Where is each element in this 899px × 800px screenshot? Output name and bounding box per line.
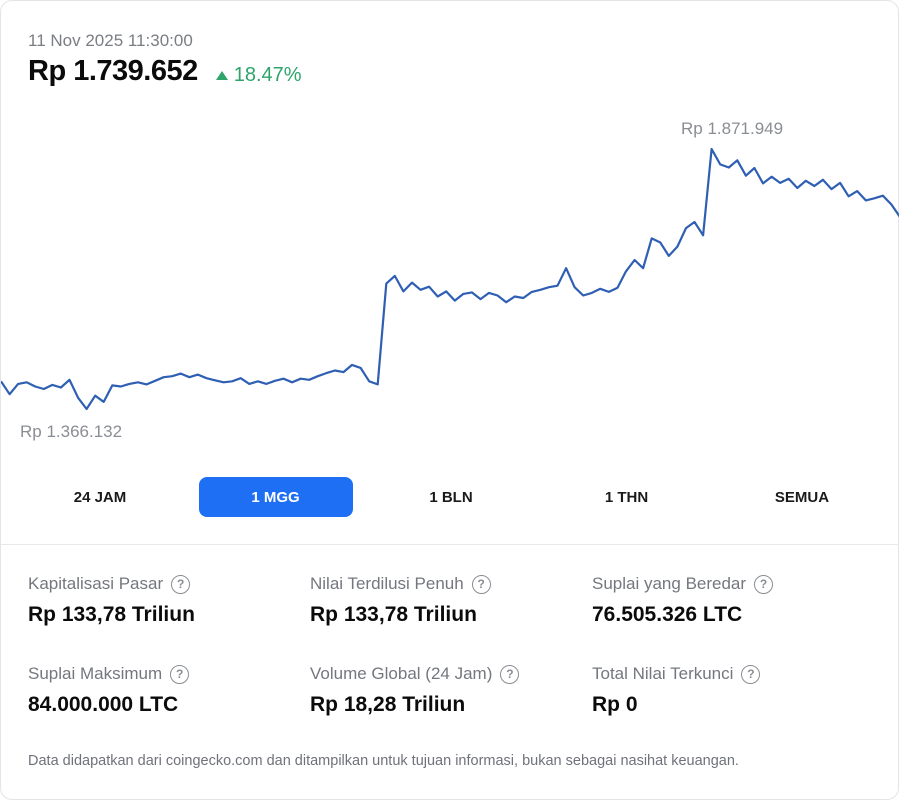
price-series-line (1, 147, 899, 411)
help-icon[interactable]: ? (754, 574, 774, 594)
stat-label: Suplai Maksimum (28, 664, 163, 683)
help-icon[interactable]: ? (171, 574, 191, 594)
stat-fully-diluted-value: Nilai Terdilusi Penuh? Rp 133,78 Triliun (310, 574, 580, 627)
time-range-selector: 24 JAM 1 MGG 1 BLN 1 THN SEMUA (23, 477, 879, 517)
stat-label: Volume Global (24 Jam) (310, 664, 493, 683)
help-icon[interactable]: ? (170, 664, 190, 684)
range-button-1-mgg[interactable]: 1 MGG (198, 477, 353, 517)
price-change-value: 18.47% (233, 64, 302, 86)
disclaimer: Data didapatkan dari coingecko.com dan d… (28, 753, 739, 769)
stat-label: Nilai Terdilusi Penuh (310, 574, 464, 593)
help-icon[interactable]: ? (471, 574, 491, 594)
stat-value: Rp 18,28 Triliun (310, 693, 466, 716)
stat-label: Total Nilai Terkunci (592, 664, 734, 683)
chart-high-label: Rp 1.871.949 (681, 119, 784, 138)
stat-global-volume: Volume Global (24 Jam)? Rp 18,28 Triliun (310, 664, 580, 717)
stat-market-cap: Kapitalisasi Pasar? Rp 133,78 Triliun (28, 574, 298, 627)
help-icon[interactable]: ? (741, 664, 761, 684)
current-price: Rp 1.739.652 (28, 55, 198, 87)
price-chart[interactable] (1, 101, 899, 461)
help-icon[interactable]: ? (500, 664, 520, 684)
stat-value: Rp 0 (592, 693, 638, 716)
range-button-1-bln[interactable]: 1 BLN (429, 488, 473, 506)
stat-value: 84.000.000 LTC (28, 693, 179, 716)
stat-circulating-supply: Suplai yang Beredar? 76.505.326 LTC (592, 574, 862, 627)
range-button-semua[interactable]: SEMUA (774, 488, 830, 506)
stat-label: Suplai yang Beredar (592, 574, 747, 593)
stat-label: Kapitalisasi Pasar (28, 574, 164, 593)
stat-value: 76.505.326 LTC (592, 603, 743, 626)
timestamp: 11 Nov 2025 11:30:00 (28, 31, 193, 50)
stat-total-value-locked: Total Nilai Terkunci? Rp 0 (592, 664, 862, 717)
range-button-1-thn[interactable]: 1 THN (604, 488, 649, 506)
price-chart-svg[interactable] (1, 101, 899, 461)
triangle-up-icon (215, 71, 228, 80)
stat-max-supply: Suplai Maksimum? 84.000.000 LTC (28, 664, 298, 717)
chart-low-label: Rp 1.366.132 (20, 422, 123, 441)
price-row: Rp 1.739.652 18.47% (28, 55, 302, 88)
price-change: 18.47% (215, 64, 302, 87)
divider (1, 544, 899, 545)
range-button-24-jam[interactable]: 24 JAM (73, 488, 127, 506)
stat-value: Rp 133,78 Triliun (28, 603, 195, 626)
stat-value: Rp 133,78 Triliun (310, 603, 477, 626)
